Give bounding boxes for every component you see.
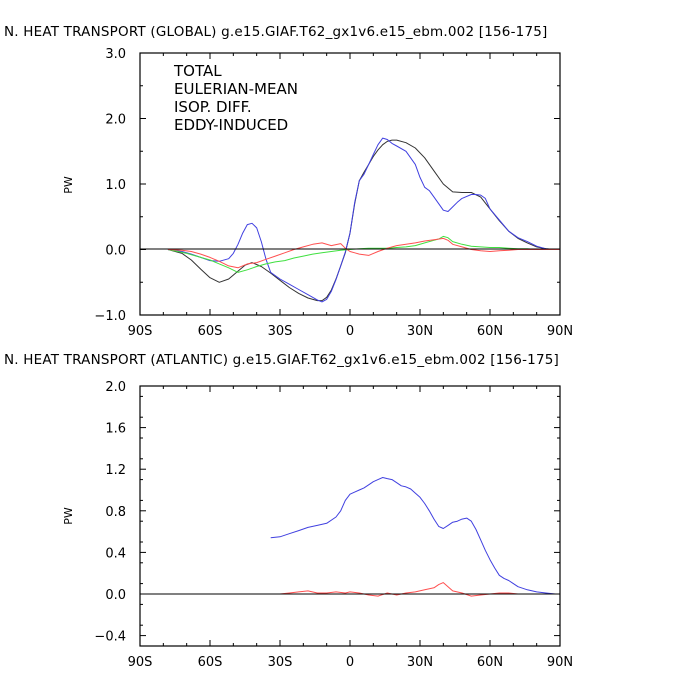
atlantic-series-line-series-0 xyxy=(270,477,560,595)
global-series-line-isop-diff xyxy=(167,235,560,273)
global-xtick-label: 60S xyxy=(198,324,223,339)
atlantic-ytick-label: 2.0 xyxy=(105,380,126,395)
atlantic-y-axis-label: PW xyxy=(62,507,75,525)
atlantic-xtick-label: 30N xyxy=(407,655,433,670)
global-series-line-eddy-induced xyxy=(167,237,560,269)
global-xtick-label: 30S xyxy=(268,324,293,339)
global-series-lines xyxy=(167,137,560,303)
atlantic-ytick-label: 0.8 xyxy=(105,505,126,520)
atlantic-ytick-label: −0.4 xyxy=(94,630,126,645)
atlantic-panel: N. HEAT TRANSPORT (ATLANTIC) g.e15.GIAF.… xyxy=(4,352,573,670)
atlantic-chart-title: N. HEAT TRANSPORT (ATLANTIC) g.e15.GIAF.… xyxy=(4,352,559,368)
global-ytick-label: 1.0 xyxy=(105,178,126,193)
global-xtick-label: 0 xyxy=(346,324,354,339)
atlantic-plot-frame xyxy=(139,385,561,647)
global-xtick-label: 60N xyxy=(477,324,503,339)
legend-total: TOTAL xyxy=(173,62,222,80)
global-plot-frame xyxy=(139,52,561,316)
global-ytick-label: 3.0 xyxy=(105,47,126,62)
global-y-axis-label: PW xyxy=(62,176,75,194)
global-axis-ticks: 90S 60S 30S 0 30N 60N 90N −1.0 0.0 1.0 2.0 3.0 xyxy=(94,47,573,339)
global-series-line-total xyxy=(167,139,560,302)
atlantic-axis-ticks: 90S 60S 30S 0 30N 60N 90N −0.4 0.0 0.4 0.8 1.2 1.6 2.… xyxy=(94,380,573,670)
global-ytick-label: 2.0 xyxy=(105,113,126,128)
atlantic-series-lines xyxy=(270,477,560,597)
atlantic-xtick-label: 60N xyxy=(477,655,503,670)
atlantic-xtick-label: 0 xyxy=(346,655,354,670)
legend-eddy-induced: EDDY-INDUCED xyxy=(174,116,288,134)
atlantic-xtick-label: 90N xyxy=(547,655,573,670)
atlantic-xtick-label: 30S xyxy=(268,655,293,670)
atlantic-series-line-series-1 xyxy=(270,582,560,597)
global-xtick-label: 30N xyxy=(407,324,433,339)
global-legend: TOTAL EULERIAN-MEAN ISOP. DIFF. EDDY-IND… xyxy=(173,62,298,134)
global-xtick-label: 90S xyxy=(128,324,153,339)
legend-eulerian-mean: EULERIAN-MEAN xyxy=(174,80,298,98)
atlantic-xtick-label: 60S xyxy=(198,655,223,670)
global-series-line-eulerian-mean xyxy=(167,137,560,303)
global-ytick-label: −1.0 xyxy=(94,309,126,324)
global-ytick-label: 0.0 xyxy=(105,244,126,259)
atlantic-xtick-label: 90S xyxy=(128,655,153,670)
atlantic-ytick-label: 1.2 xyxy=(105,463,126,478)
atlantic-ytick-label: 1.6 xyxy=(105,422,126,437)
atlantic-ytick-label: 0.4 xyxy=(105,546,126,561)
legend-isop-diff: ISOP. DIFF. xyxy=(174,98,252,116)
global-chart-title: N. HEAT TRANSPORT (GLOBAL) g.e15.GIAF.T6… xyxy=(4,24,547,40)
global-panel: N. HEAT TRANSPORT (GLOBAL) g.e15.GIAF.T6… xyxy=(4,24,573,339)
atlantic-ytick-label: 0.0 xyxy=(105,588,126,603)
global-xtick-label: 90N xyxy=(547,324,573,339)
